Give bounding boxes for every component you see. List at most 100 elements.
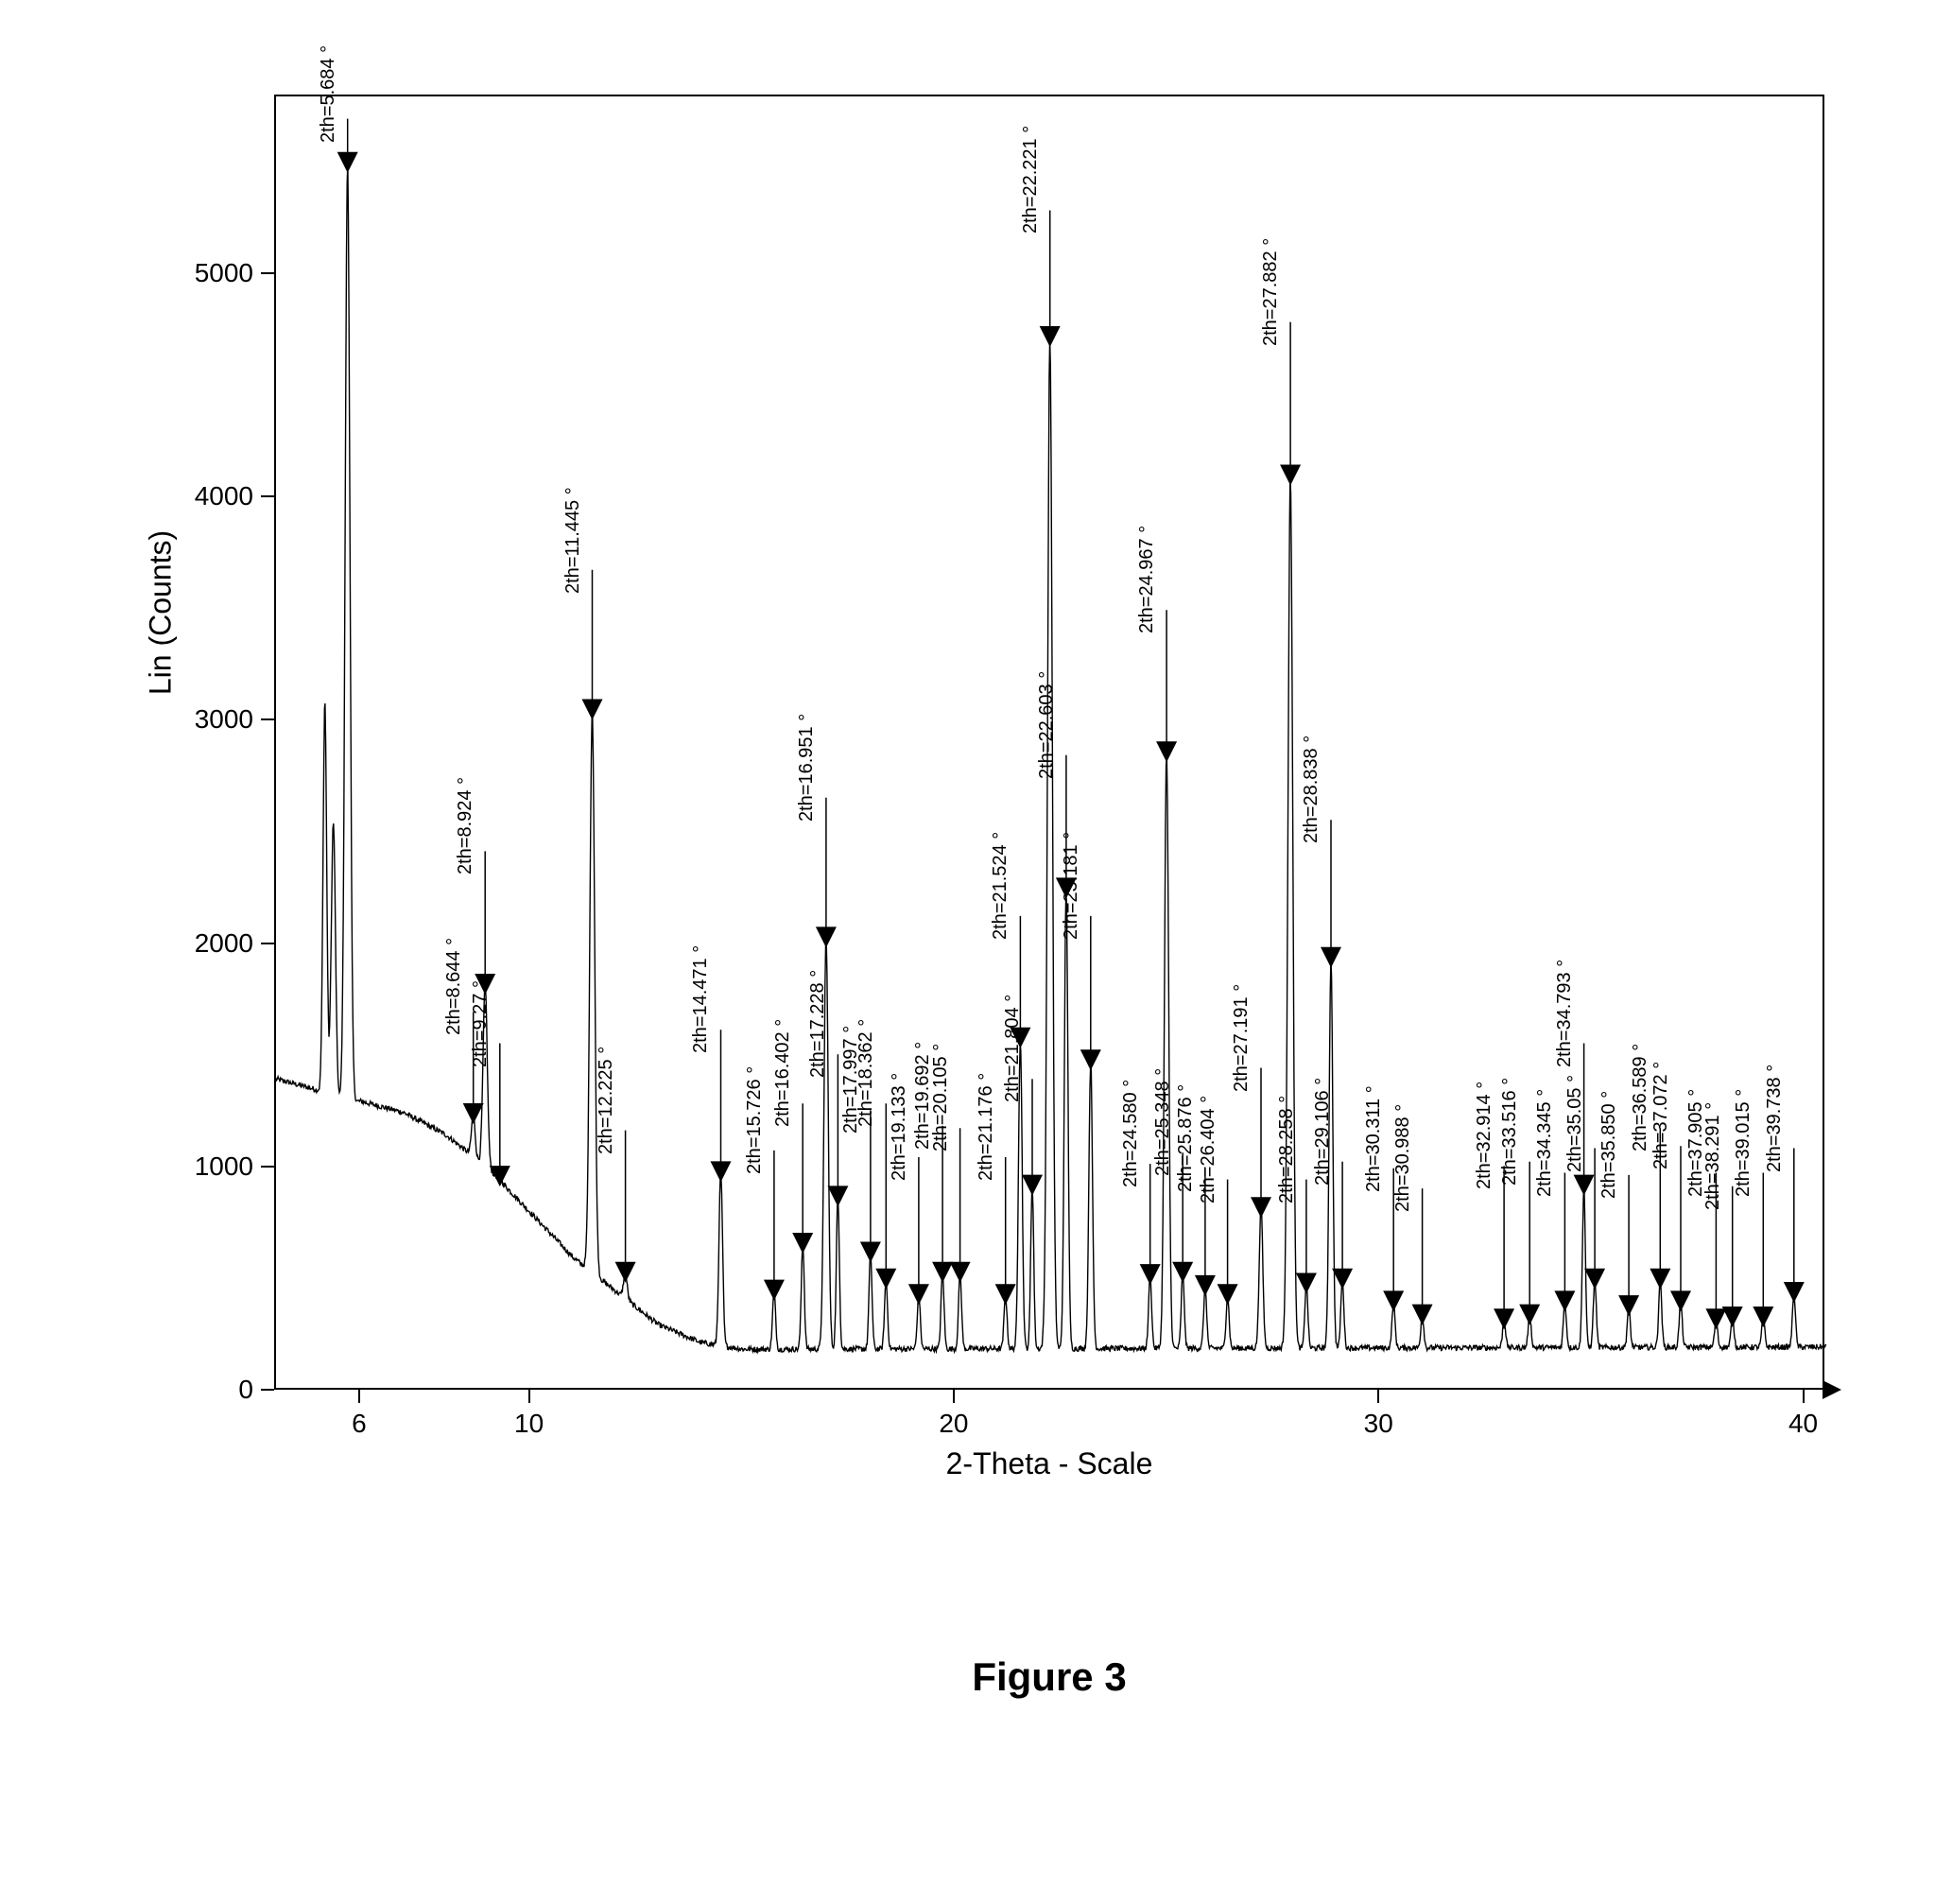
peak-label: 2th=27.882 ° <box>1260 237 1282 345</box>
peak-marker-icon <box>1251 1197 1271 1218</box>
peak-marker-icon <box>875 1269 896 1290</box>
peak-label: 2th=8.924 ° <box>455 777 476 874</box>
y-tick-label: 2000 <box>195 928 253 959</box>
peak-label: 2th=28.258 ° <box>1276 1095 1298 1203</box>
peak-marker-icon <box>337 152 358 173</box>
x-tick <box>1803 1390 1805 1403</box>
peak-label: 2th=21.176 ° <box>976 1073 997 1181</box>
peak-marker-icon <box>1383 1290 1404 1311</box>
peak-marker-icon <box>463 1103 484 1124</box>
peak-marker-icon <box>582 700 603 720</box>
canvas: Lin (Counts) 2-Theta - Scale Figure 3 01… <box>0 0 1935 1904</box>
peak-marker-icon <box>1519 1305 1540 1325</box>
peak-marker-icon <box>950 1262 971 1283</box>
peak-marker-icon <box>1156 741 1177 762</box>
peak-marker-icon <box>1412 1305 1433 1325</box>
peak-marker-icon <box>827 1186 848 1206</box>
peak-label: 2th=35.05 ° <box>1564 1074 1586 1171</box>
peak-label: 2th=5.684 ° <box>318 45 339 143</box>
peak-marker-icon <box>1650 1269 1670 1290</box>
peak-marker-icon <box>1670 1290 1691 1311</box>
peak-marker-icon <box>1218 1284 1238 1305</box>
peak-marker-icon <box>860 1242 881 1263</box>
x-tick-label: 10 <box>514 1409 544 1439</box>
figure-caption: Figure 3 <box>972 1654 1126 1700</box>
peak-marker-icon <box>1296 1273 1317 1294</box>
peak-marker-icon <box>1784 1282 1805 1303</box>
peak-label: 2th=16.402 ° <box>772 1019 794 1127</box>
peak-marker-icon <box>1753 1307 1773 1327</box>
peak-marker-icon <box>1618 1295 1639 1316</box>
peak-marker-icon <box>1722 1307 1743 1327</box>
peak-marker-icon <box>1574 1175 1595 1196</box>
peak-marker-icon <box>1584 1269 1605 1290</box>
peak-label: 2th=38.291 ° <box>1702 1101 1724 1209</box>
peak-label: 2th=30.988 ° <box>1392 1104 1414 1212</box>
peak-marker-icon <box>1705 1308 1726 1329</box>
x-axis-arrow <box>1823 1380 1841 1399</box>
peak-marker-icon <box>908 1284 929 1305</box>
peak-label: 2th=27.191 ° <box>1231 983 1253 1091</box>
y-tick-label: 5000 <box>195 258 253 288</box>
y-axis-label: Lin (Counts) <box>144 530 179 695</box>
peak-label: 2th=25.876 ° <box>1175 1084 1197 1192</box>
peak-label: 2th=14.471 ° <box>690 945 712 1053</box>
y-tick-label: 3000 <box>195 704 253 735</box>
peak-label: 2th=36.589 ° <box>1630 1044 1651 1151</box>
peak-marker-icon <box>932 1262 953 1283</box>
peak-label: 2th=18.362 ° <box>855 1019 877 1127</box>
peak-label: 2th=25.348 ° <box>1152 1068 1174 1176</box>
peak-label: 2th=35.850 ° <box>1598 1091 1620 1199</box>
peak-label: 2th=26.404 ° <box>1198 1095 1219 1203</box>
peak-label: 2th=34.793 ° <box>1554 959 1576 1066</box>
peak-marker-icon <box>1494 1308 1514 1329</box>
peak-marker-icon <box>615 1262 636 1283</box>
x-tick <box>358 1390 360 1403</box>
peak-marker-icon <box>711 1161 732 1182</box>
peak-marker-icon <box>792 1233 813 1254</box>
y-tick <box>261 1389 274 1391</box>
y-tick <box>261 495 274 497</box>
peak-label: 2th=21.524 ° <box>990 832 1011 940</box>
peak-label: 2th=17.228 ° <box>807 970 829 1078</box>
peak-label: 2th=11.445 ° <box>562 487 584 594</box>
peak-marker-icon <box>1022 1175 1043 1196</box>
peak-label: 2th=16.951 ° <box>796 713 818 821</box>
x-tick <box>1377 1390 1379 1403</box>
y-tick-label: 4000 <box>195 481 253 511</box>
y-tick <box>261 272 274 274</box>
peak-label: 2th=12.225 ° <box>596 1046 617 1153</box>
peak-label: 2th=19.133 ° <box>889 1073 910 1181</box>
peak-marker-icon <box>995 1284 1016 1305</box>
peak-marker-icon <box>1321 947 1341 968</box>
peak-label: 2th=23.181 ° <box>1061 832 1082 940</box>
peak-label: 2th=24.967 ° <box>1136 526 1158 633</box>
peak-label: 2th=8.644 ° <box>443 938 465 1035</box>
peak-label: 2th=30.311 ° <box>1363 1085 1385 1192</box>
peak-label: 2th=21.804 ° <box>1002 995 1024 1102</box>
peak-marker-icon <box>764 1280 785 1301</box>
x-tick-label: 20 <box>939 1409 968 1439</box>
x-axis-label: 2-Theta - Scale <box>946 1446 1153 1481</box>
peak-marker-icon <box>816 926 837 947</box>
y-tick-label: 1000 <box>195 1151 253 1182</box>
peak-label: 2th=32.914 ° <box>1474 1082 1495 1189</box>
peak-marker-icon <box>490 1166 510 1186</box>
x-tick-label: 30 <box>1364 1409 1393 1439</box>
x-tick <box>953 1390 955 1403</box>
peak-label: 2th=34.345 ° <box>1534 1088 1556 1196</box>
peak-marker-icon <box>1140 1264 1161 1285</box>
peak-label: 2th=22.221 ° <box>1020 126 1042 234</box>
peak-label: 2th=20.105 ° <box>930 1044 952 1151</box>
y-tick <box>261 718 274 720</box>
peak-label: 2th=28.838 ° <box>1301 736 1322 843</box>
peak-label: 2th=9.27 ° <box>470 980 492 1067</box>
peak-label: 2th=39.738 ° <box>1764 1064 1786 1171</box>
peak-label: 2th=33.516 ° <box>1499 1077 1521 1185</box>
peak-label: 2th=29.106 ° <box>1312 1077 1334 1185</box>
x-tick-label: 40 <box>1788 1409 1818 1439</box>
peak-marker-icon <box>1040 326 1061 347</box>
peak-label: 2th=15.726 ° <box>744 1066 766 1174</box>
peak-label: 2th=22.603 ° <box>1036 671 1058 779</box>
peak-marker-icon <box>1280 465 1301 486</box>
